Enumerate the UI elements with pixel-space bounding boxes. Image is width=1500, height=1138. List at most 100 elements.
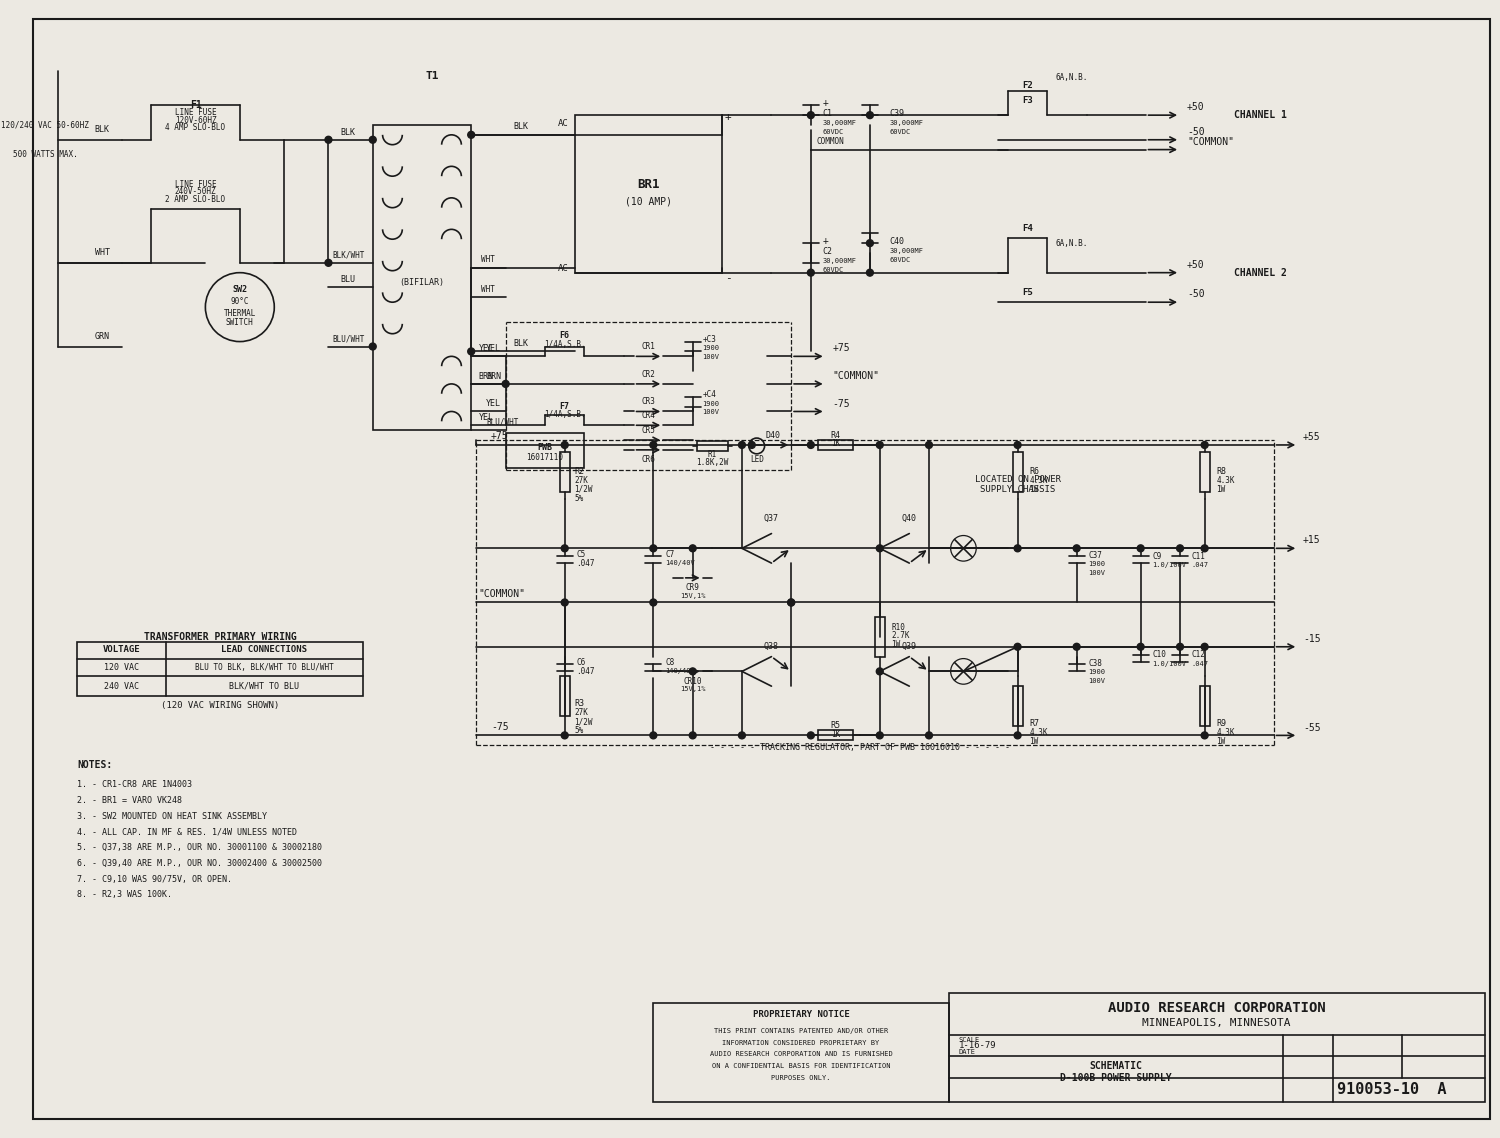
Text: 30,000MF: 30,000MF <box>890 248 924 254</box>
Text: CR9: CR9 <box>686 583 699 592</box>
Circle shape <box>468 348 474 355</box>
Text: MINNEAPOLIS, MINNESOTA: MINNEAPOLIS, MINNESOTA <box>1142 1017 1290 1028</box>
Text: R7: R7 <box>1029 719 1039 728</box>
Text: - - - - - TRACKING REGULATOR, PART OF PWB 16016010 - - - - -: - - - - - TRACKING REGULATOR, PART OF PW… <box>710 743 1010 752</box>
Circle shape <box>738 442 746 448</box>
Text: YEL: YEL <box>478 413 494 422</box>
Text: C8: C8 <box>664 658 675 667</box>
Text: 90°C: 90°C <box>231 297 249 306</box>
Text: 1/4A,S.B.: 1/4A,S.B. <box>544 340 585 349</box>
Circle shape <box>807 442 814 448</box>
Circle shape <box>690 668 696 675</box>
Text: (120 VAC WIRING SHOWN): (120 VAC WIRING SHOWN) <box>160 701 279 710</box>
Text: 1K: 1K <box>831 729 840 739</box>
Bar <box>372 125 471 430</box>
Bar <box>78 642 363 696</box>
Text: 100V: 100V <box>1089 570 1106 576</box>
Text: SWITCH: SWITCH <box>226 319 254 328</box>
Text: SUPPLY CHASSIS: SUPPLY CHASSIS <box>980 485 1054 494</box>
Text: CHANNEL 2: CHANNEL 2 <box>1234 267 1287 278</box>
Text: D-100B POWER SUPPLY: D-100B POWER SUPPLY <box>1060 1073 1172 1083</box>
Text: BLK: BLK <box>94 125 110 134</box>
Text: CR5: CR5 <box>642 426 656 435</box>
Text: +: + <box>822 237 828 246</box>
Text: BLU/WHT: BLU/WHT <box>486 418 519 427</box>
Text: 15V,1%: 15V,1% <box>680 686 705 692</box>
Text: 100V: 100V <box>1089 678 1106 684</box>
Text: CHANNEL 1: CHANNEL 1 <box>1234 110 1287 121</box>
Text: YEL: YEL <box>486 399 501 409</box>
Circle shape <box>807 270 814 277</box>
Text: 27K: 27K <box>574 708 588 717</box>
Text: 240 VAC: 240 VAC <box>104 682 140 691</box>
Text: 6A,N.B.: 6A,N.B. <box>1056 239 1088 248</box>
Text: BLK: BLK <box>513 123 528 132</box>
Text: CR10: CR10 <box>684 677 702 686</box>
Circle shape <box>788 599 795 605</box>
Text: 2. - BR1 = VARO VK248: 2. - BR1 = VARO VK248 <box>78 795 183 805</box>
Text: C1: C1 <box>822 108 833 117</box>
Text: 4. - ALL CAP. IN MF & RES. 1/4W UNLESS NOTED: 4. - ALL CAP. IN MF & RES. 1/4W UNLESS N… <box>78 827 297 836</box>
Text: 15V,1%: 15V,1% <box>680 593 705 599</box>
Circle shape <box>1014 545 1022 552</box>
Text: BRN: BRN <box>478 371 494 380</box>
Text: SW2: SW2 <box>232 284 248 294</box>
Text: C11: C11 <box>1192 552 1206 561</box>
Text: 16017110: 16017110 <box>526 453 564 462</box>
Text: CR4: CR4 <box>642 411 656 420</box>
Text: 1W: 1W <box>1216 485 1225 494</box>
Circle shape <box>788 599 795 605</box>
Text: R5: R5 <box>831 721 840 731</box>
Text: 120V-60HZ: 120V-60HZ <box>174 116 216 124</box>
Text: INFORMATION CONSIDERED PROPRIETARY BY: INFORMATION CONSIDERED PROPRIETARY BY <box>723 1039 879 1046</box>
Text: -50: -50 <box>1186 126 1204 137</box>
Circle shape <box>468 131 474 139</box>
Text: -: - <box>724 273 732 283</box>
Text: BLU: BLU <box>340 275 356 284</box>
Text: C40: C40 <box>890 237 904 246</box>
Text: 1W: 1W <box>1029 485 1038 494</box>
Text: C39: C39 <box>890 108 904 117</box>
Text: VOLTAGE: VOLTAGE <box>104 645 141 654</box>
Circle shape <box>876 442 884 448</box>
Circle shape <box>748 442 754 448</box>
Text: +50: +50 <box>1186 102 1204 113</box>
Text: R10: R10 <box>891 622 906 632</box>
Text: 910053-10  A: 910053-10 A <box>1336 1082 1446 1097</box>
Text: R9: R9 <box>1216 719 1227 728</box>
Text: .047: .047 <box>1192 660 1209 667</box>
Text: 120/240 VAC 50-60HZ: 120/240 VAC 50-60HZ <box>2 121 88 130</box>
Text: GRN: GRN <box>94 332 110 341</box>
Text: C7: C7 <box>664 550 675 559</box>
Bar <box>1200 686 1209 726</box>
Text: 6. - Q39,40 ARE M.P., OUR NO. 30002400 & 30002500: 6. - Q39,40 ARE M.P., OUR NO. 30002400 &… <box>78 859 322 868</box>
Text: NOTES:: NOTES: <box>78 760 112 770</box>
Circle shape <box>1014 732 1022 739</box>
Text: CR6: CR6 <box>642 455 656 464</box>
Text: SCHEMATIC: SCHEMATIC <box>1089 1061 1143 1071</box>
Text: 60VDC: 60VDC <box>890 129 910 135</box>
Text: 100V: 100V <box>702 354 720 361</box>
Text: 4.3K: 4.3K <box>1029 476 1048 485</box>
Text: C6: C6 <box>576 658 586 667</box>
Text: BLK: BLK <box>513 339 528 348</box>
Circle shape <box>876 545 884 552</box>
Text: 1/2W: 1/2W <box>574 717 592 726</box>
Text: 8. - R2,3 WAS 100K.: 8. - R2,3 WAS 100K. <box>78 890 172 899</box>
Circle shape <box>1202 732 1208 739</box>
Text: 100V: 100V <box>702 410 720 415</box>
Circle shape <box>326 259 332 266</box>
Text: CR3: CR3 <box>642 397 656 406</box>
Circle shape <box>876 668 884 675</box>
Text: AUDIO RESEARCH CORPORATION AND IS FURNISHED: AUDIO RESEARCH CORPORATION AND IS FURNIS… <box>710 1052 892 1057</box>
Text: SCALE: SCALE <box>958 1037 980 1042</box>
Text: 1900: 1900 <box>702 401 720 406</box>
Bar <box>696 442 728 451</box>
Circle shape <box>650 442 657 448</box>
Text: D40: D40 <box>766 430 782 439</box>
Text: C5: C5 <box>576 550 586 559</box>
Text: CR2: CR2 <box>642 370 656 379</box>
Text: R3: R3 <box>574 700 585 708</box>
Bar <box>560 676 570 716</box>
Text: LINE FUSE: LINE FUSE <box>174 180 216 189</box>
